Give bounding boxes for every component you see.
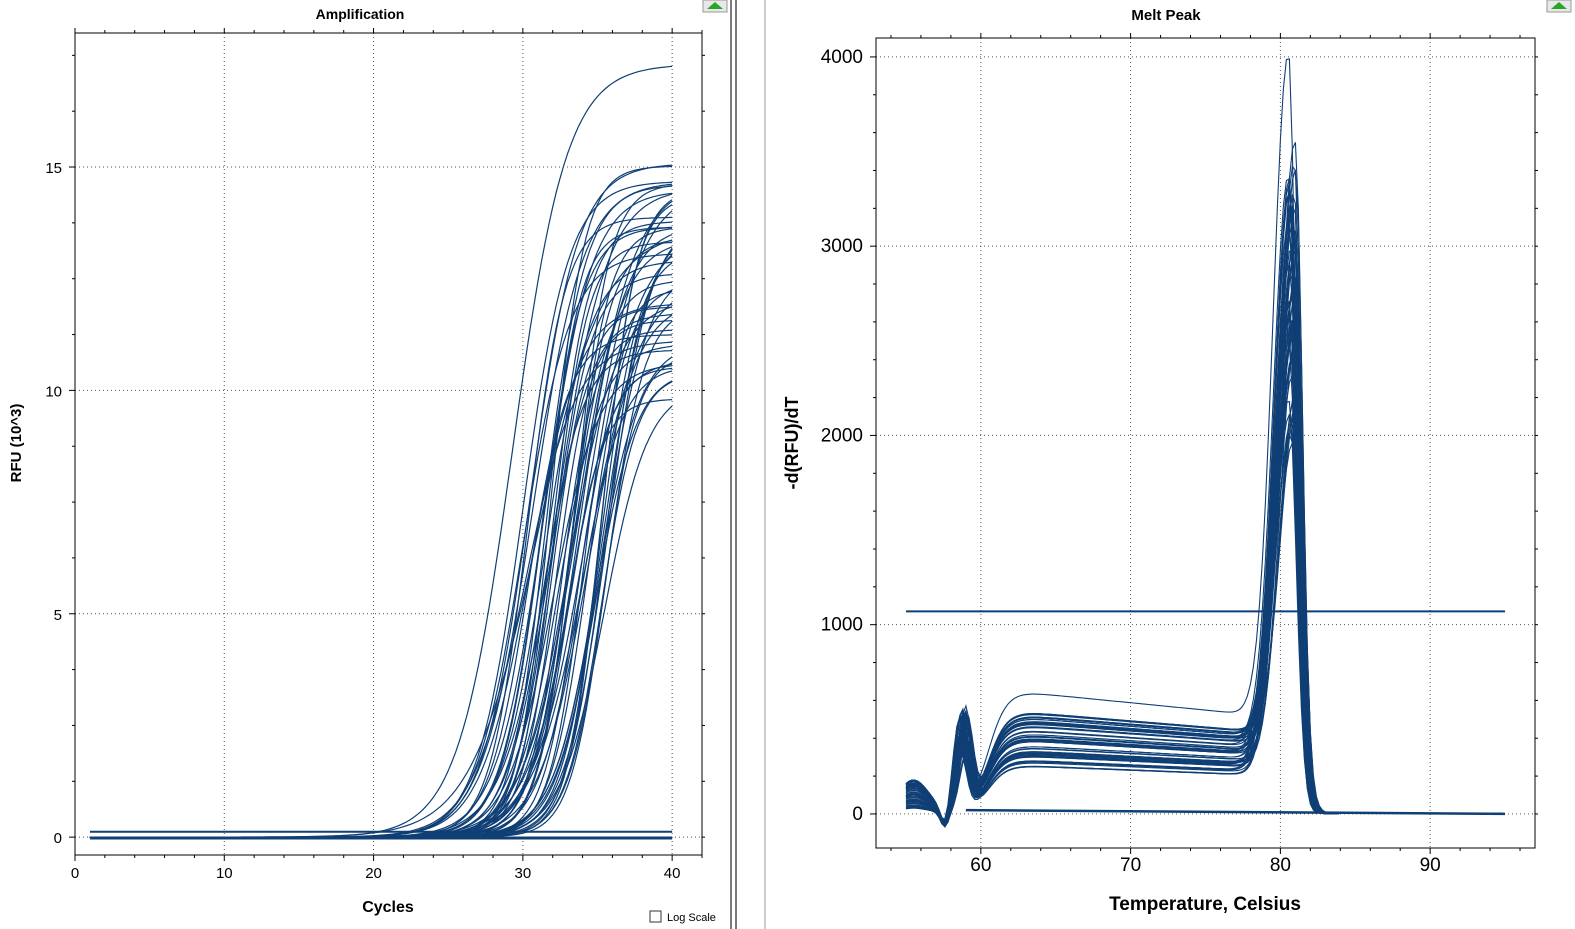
x-tick-label: 80	[1270, 855, 1291, 876]
melt-peak-xlabel: Temperature, Celsius	[1109, 894, 1301, 915]
amplification-axes	[69, 28, 705, 861]
amplification-curve[interactable]	[89, 210, 673, 838]
amplification-curve[interactable]	[89, 228, 673, 838]
amplification-curve[interactable]	[89, 226, 673, 838]
melt-peak-curves	[905, 58, 1506, 828]
amplification-curve[interactable]	[89, 221, 673, 838]
x-tick-label: 20	[365, 865, 382, 882]
melt-curve[interactable]	[905, 263, 1503, 824]
y-tick-label: 0	[852, 804, 863, 825]
x-tick-label: 90	[1420, 855, 1441, 876]
y-tick-label: 15	[45, 160, 62, 177]
y-tick-label: 10	[45, 383, 62, 400]
melt-curve[interactable]	[905, 142, 1503, 826]
amplification-gridlines	[74, 33, 702, 855]
melt-curve[interactable]	[905, 164, 1503, 826]
amplification-curve[interactable]	[89, 239, 673, 838]
amplification-curve[interactable]	[89, 314, 673, 838]
melt-curve[interactable]	[905, 274, 1503, 824]
amplification-curve[interactable]	[89, 289, 673, 838]
y-tick-label: 1000	[821, 615, 863, 636]
x-tick-label: 60	[970, 855, 991, 876]
amplification-ylabel: RFU (10^3)	[8, 404, 25, 483]
x-tick-label: 0	[71, 865, 79, 882]
amplification-curve[interactable]	[89, 291, 673, 838]
melt-peak-panel: Melt Peak -d(RFU)/dT Temperature, Celsiu…	[782, 0, 1572, 915]
amplification-curve[interactable]	[89, 199, 673, 838]
melt-curve[interactable]	[905, 289, 1503, 822]
baseline-line	[965, 808, 1506, 816]
amplification-curve[interactable]	[89, 320, 673, 838]
melt-peak-ylabel: -d(RFU)/dT	[782, 397, 802, 490]
melt-curve[interactable]	[905, 262, 1503, 822]
y-tick-label: 4000	[821, 47, 863, 68]
plot-frame	[875, 37, 1536, 849]
svg-text:RFU (10^3): RFU (10^3)	[753, 404, 770, 483]
green-arrow-icon[interactable]	[702, 0, 728, 13]
panel-divider[interactable]	[729, 0, 766, 929]
amplification-xlabel: Cycles	[362, 899, 414, 916]
melt-peak-axes	[870, 33, 1538, 854]
log-scale-checkbox[interactable]: Log Scale	[649, 910, 716, 924]
amplification-curve[interactable]	[89, 200, 673, 838]
melt-peak-title: Melt Peak	[1131, 7, 1201, 24]
plot-frame	[74, 32, 703, 856]
y-tick-label: 2000	[821, 425, 863, 446]
amplification-tick-labels: 0 10 20 30 40 0 5 10 15	[45, 160, 680, 882]
x-tick-label: 30	[515, 865, 532, 882]
y-tick-label: 0	[54, 830, 62, 847]
truncated-rfu-label: RFU (10^3)	[753, 404, 770, 483]
melt-curve[interactable]	[905, 276, 1503, 823]
green-arrow-icon[interactable]	[1546, 0, 1572, 13]
amplification-curve[interactable]	[89, 227, 673, 838]
melt-curve[interactable]	[905, 252, 1503, 825]
amplification-curves	[89, 65, 673, 840]
melt-curve[interactable]	[905, 221, 1503, 825]
log-scale-label: Log Scale	[667, 912, 716, 924]
amplification-panel: Amplification RFU (10^3) Cycles 0 10 20 30 4…	[8, 0, 728, 924]
melt-curve[interactable]	[905, 249, 1503, 825]
melt-curve[interactable]	[905, 169, 1503, 822]
amplification-curve[interactable]	[89, 204, 673, 838]
melt-peak-tick-labels: 60 70 80 90 0 1000 2000 3000 4000	[821, 47, 1441, 876]
melt-curve[interactable]	[905, 177, 1503, 825]
amplification-title: Amplification	[316, 6, 405, 22]
y-tick-label: 3000	[821, 236, 863, 257]
amplification-curve[interactable]	[89, 405, 673, 838]
melt-curve[interactable]	[905, 58, 1503, 826]
x-tick-label: 10	[216, 865, 233, 882]
amplification-curve[interactable]	[89, 290, 673, 838]
amplification-curve[interactable]	[89, 320, 673, 838]
amplification-curve[interactable]	[89, 239, 673, 838]
x-tick-label: 70	[1120, 855, 1141, 876]
x-tick-label: 40	[664, 865, 681, 882]
y-tick-label: 5	[54, 607, 62, 624]
